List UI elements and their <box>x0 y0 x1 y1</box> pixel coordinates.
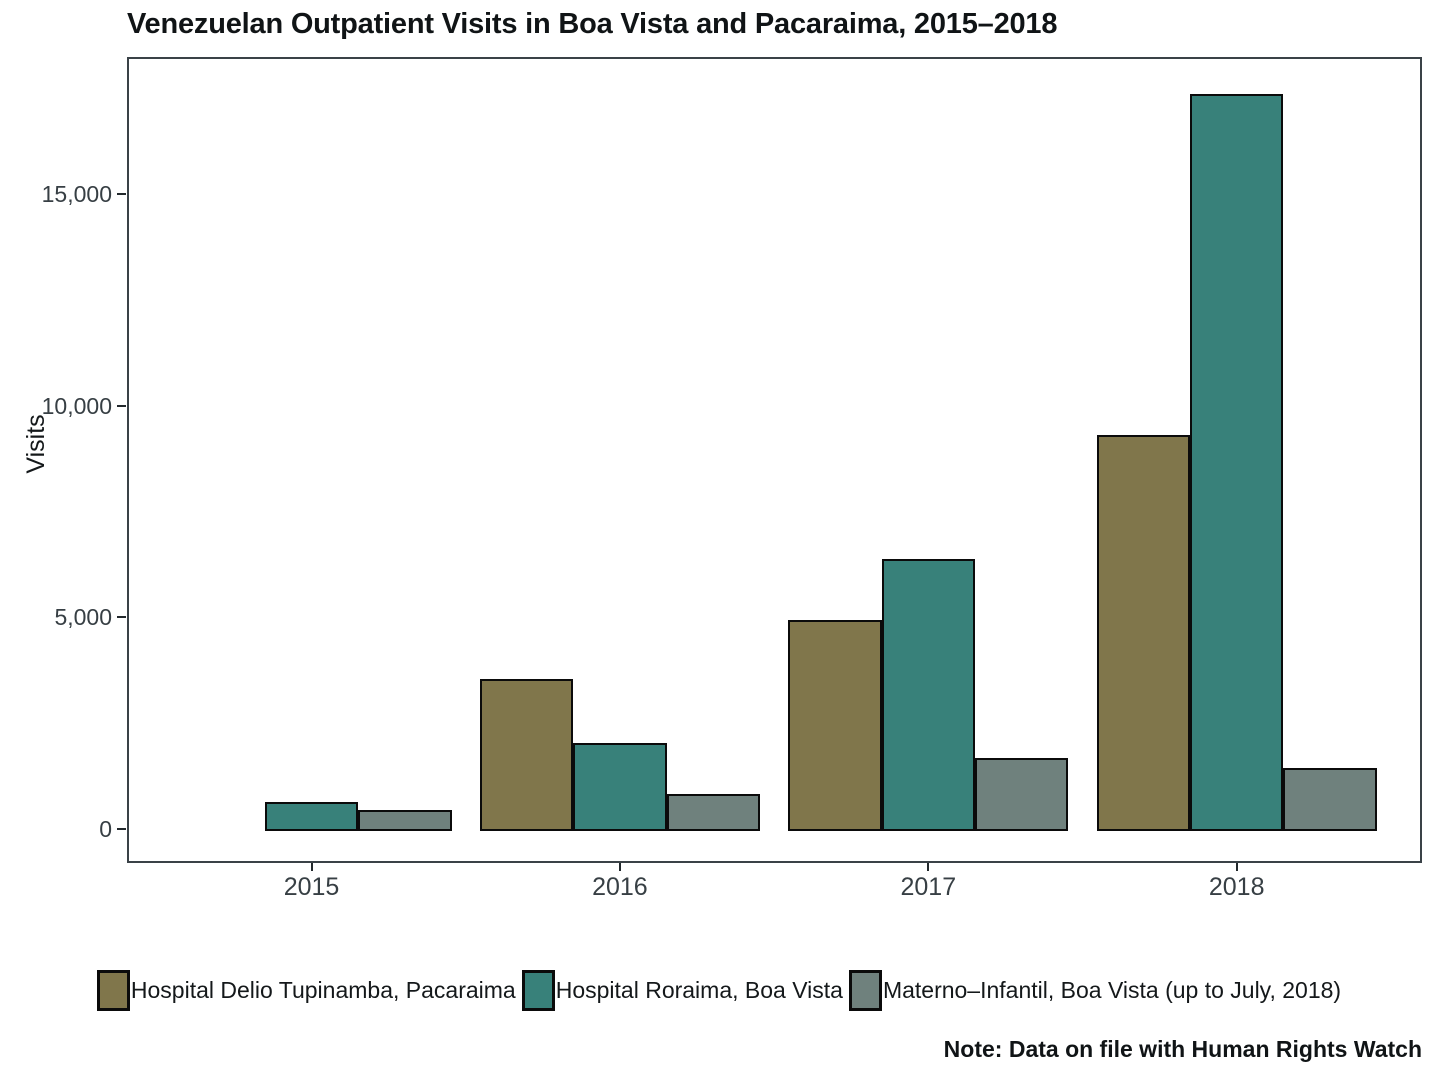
x-tick-mark <box>618 863 621 871</box>
bar <box>666 794 760 831</box>
y-tick-mark <box>117 616 126 619</box>
y-tick-mark <box>117 404 126 407</box>
legend-swatch <box>96 970 130 1011</box>
y-tick-label: 5,000 <box>54 604 112 631</box>
bar <box>479 679 574 831</box>
bar <box>975 757 1069 831</box>
legend-swatch <box>521 970 555 1011</box>
bar <box>1096 434 1190 831</box>
legend-label: Materno–Infantil, Boa Vista (up to July,… <box>882 977 1342 1003</box>
legend: Hospital Delio Tupinamba, Pacaraima Hospi… <box>0 970 1438 1011</box>
bar <box>264 802 359 831</box>
bar <box>1190 94 1284 831</box>
legend-swatch <box>848 970 882 1011</box>
legend-item: Hospital Roraima, Boa Vista <box>521 970 843 1011</box>
bar <box>573 743 667 831</box>
legend-item: Hospital Delio Tupinamba, Pacaraima <box>96 970 516 1011</box>
x-tick-label: 2018 <box>1208 873 1265 901</box>
legend-item: Materno–Infantil, Boa Vista (up to July,… <box>848 970 1342 1011</box>
bar <box>1283 767 1377 831</box>
x-tick-mark <box>927 863 930 871</box>
legend-label: Hospital Roraima, Boa Vista <box>555 977 843 1003</box>
x-tick-mark <box>310 863 313 871</box>
chart-title: Venezuelan Outpatient Visits in Boa Vist… <box>127 8 1058 40</box>
x-tick-label: 2015 <box>283 873 340 901</box>
y-tick-label: 0 <box>99 816 112 842</box>
x-tick-mark <box>1235 863 1238 871</box>
y-tick-mark <box>117 828 126 830</box>
x-tick-label: 2016 <box>592 873 648 901</box>
x-tick-label: 2017 <box>900 873 957 901</box>
bar <box>881 558 975 831</box>
y-tick-label: 15,000 <box>41 181 112 207</box>
y-tick-mark <box>117 193 126 195</box>
bar <box>788 619 882 831</box>
legend-label: Hospital Delio Tupinamba, Pacaraima <box>130 977 516 1003</box>
y-tick-label: 10,000 <box>41 392 112 419</box>
note-text: Note: Data on file with Human Rights Wat… <box>943 1036 1422 1062</box>
bar <box>358 810 452 831</box>
